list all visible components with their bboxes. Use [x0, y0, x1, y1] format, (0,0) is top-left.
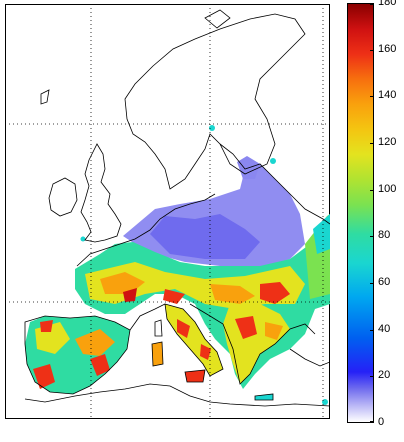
svalbard-coast	[204, 9, 231, 29]
sardinia-field	[152, 342, 163, 366]
italy-coast	[164, 303, 224, 377]
map-panel	[5, 4, 330, 419]
colorbar-tick	[370, 283, 374, 284]
colorbar-tick-label: 180	[378, 0, 397, 8]
colorbar-tick-label: 40	[378, 322, 391, 335]
ireland-coast	[48, 177, 78, 217]
colorbar-tick-label: 0	[378, 416, 385, 428]
colorbar-tick	[370, 376, 374, 378]
coastlines	[24, 9, 330, 407]
colorbar-tick-label: 140	[378, 89, 397, 102]
colorbar-tick-label: 20	[378, 369, 391, 382]
crete-coast	[254, 393, 274, 401]
colorbar	[347, 3, 374, 423]
colorbar-tick	[370, 49, 374, 51]
data-field	[25, 125, 330, 405]
corsica-coast	[154, 319, 163, 337]
turkey-coast	[289, 348, 330, 367]
colorbar-tick	[370, 421, 374, 422]
colorbar-tick	[370, 236, 374, 238]
british-isles-coast	[80, 143, 122, 243]
iberia-coast	[24, 315, 131, 395]
colorbar-tick	[370, 4, 374, 5]
colorbar-tick-label: 120	[378, 136, 397, 148]
colorbar-tick-label: 80	[378, 229, 391, 242]
sicily-field	[185, 370, 205, 382]
colorbar-tick	[370, 329, 374, 331]
colorbar-tick-label: 160	[378, 42, 397, 55]
balkans-coast	[189, 303, 316, 385]
colorbar-tick	[370, 96, 374, 98]
colorbar-tick	[370, 143, 374, 144]
scandinavia-coast	[124, 13, 306, 190]
colorbar-tick-label: 100	[378, 182, 397, 195]
iceland-coast	[40, 89, 50, 105]
sicily-coast	[184, 369, 206, 383]
baltic-coast	[219, 143, 330, 225]
sardinia-coast	[151, 341, 164, 367]
continent-coast	[76, 193, 216, 267]
colorbar-tick	[370, 189, 374, 191]
africa-coast	[24, 383, 330, 407]
colorbar-tick-label: 60	[378, 276, 391, 288]
france-med-coast	[129, 303, 166, 331]
